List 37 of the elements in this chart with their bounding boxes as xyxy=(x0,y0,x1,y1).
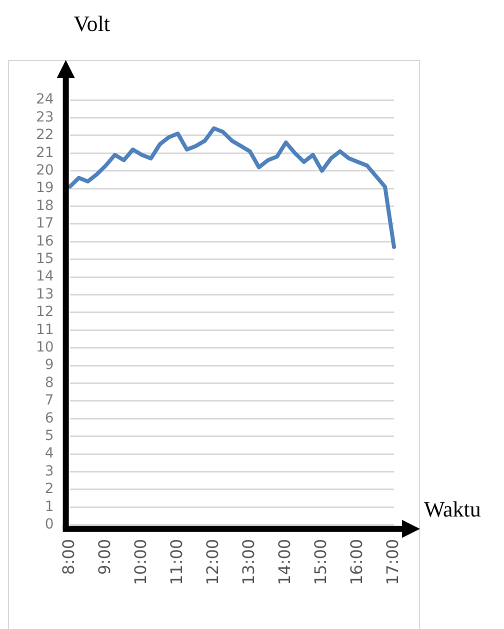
x-tick-label: 14:00 xyxy=(275,538,294,585)
x-tick-label: 17:00 xyxy=(383,538,402,585)
y-tick-label: 0 xyxy=(44,516,54,533)
x-tick-label: 12:00 xyxy=(203,538,222,585)
y-tick-label: 13 xyxy=(36,286,54,302)
x-tick-label: 15:00 xyxy=(311,538,330,585)
y-tick-label: 14 xyxy=(36,268,54,285)
y-tick-label: 3 xyxy=(44,463,54,480)
y-tick-label: 2 xyxy=(44,481,54,498)
y-tick-label: 20 xyxy=(36,162,54,178)
y-tick-label: 1 xyxy=(44,498,54,515)
x-axis-title: Waktu xyxy=(424,496,481,522)
y-tick-label: 8 xyxy=(44,374,54,391)
y-tick-label: 4 xyxy=(44,446,54,462)
y-tick-label: 11 xyxy=(36,322,54,338)
x-tick-label: 13:00 xyxy=(239,538,258,585)
y-tick-label: 9 xyxy=(44,357,54,374)
x-tick-label: 11:00 xyxy=(167,538,186,585)
y-tick-label: 16 xyxy=(36,233,54,250)
y-tick-label: 15 xyxy=(36,250,54,267)
x-tick-label: 9:00 xyxy=(94,538,114,575)
y-tick-label: 23 xyxy=(36,109,54,126)
y-tick-label: 10 xyxy=(36,339,54,356)
y-tick-label: 24 xyxy=(36,92,54,108)
x-tick-label: 10:00 xyxy=(131,538,150,585)
y-tick-label: 5 xyxy=(44,428,54,444)
x-tick-label: 16:00 xyxy=(347,538,366,585)
y-tick-label: 7 xyxy=(44,392,54,409)
y-tick-label: 22 xyxy=(36,127,54,144)
y-axis-title: Volt xyxy=(74,10,110,36)
y-tick-label: 17 xyxy=(36,216,54,232)
y-tick-label: 21 xyxy=(36,144,54,161)
y-tick-label: 6 xyxy=(44,410,54,426)
y-tick-label: 19 xyxy=(36,180,54,196)
x-tick-label: 8:00 xyxy=(58,538,78,575)
y-tick-label: 12 xyxy=(36,304,54,320)
y-tick-label: 18 xyxy=(36,198,54,214)
